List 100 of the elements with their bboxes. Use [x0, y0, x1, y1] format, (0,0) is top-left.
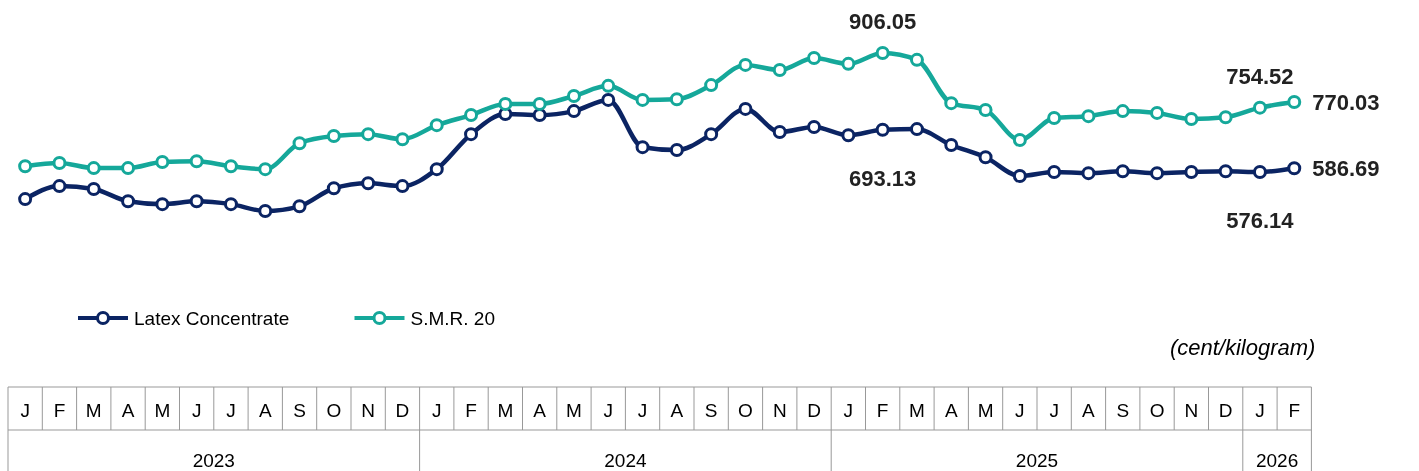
- point: [1252, 100, 1267, 115]
- x-tick-label: M: [566, 400, 582, 421]
- point: [807, 51, 822, 66]
- x-tick-label: J: [226, 400, 236, 421]
- x-tick-label: F: [53, 400, 66, 421]
- point: [52, 179, 67, 194]
- point: [1012, 132, 1027, 147]
- x-tick-label: M: [497, 400, 514, 421]
- point: [1081, 166, 1096, 181]
- data-label: 693.13: [849, 165, 917, 191]
- point: [669, 143, 684, 158]
- point: [841, 56, 856, 71]
- point: [772, 125, 787, 140]
- point: [223, 197, 238, 212]
- point: [121, 161, 136, 176]
- x-tick-label: N: [361, 400, 376, 421]
- x-tick-label: J: [20, 400, 30, 421]
- point: [704, 127, 719, 142]
- point: [361, 127, 376, 142]
- point: [86, 161, 101, 176]
- x-tick-label: A: [670, 400, 684, 421]
- x-tick-label: M: [85, 400, 102, 421]
- text: (cent/kilogram): [1169, 335, 1316, 360]
- x-tick-label: F: [465, 400, 477, 421]
- x-tick-label: J: [191, 400, 202, 421]
- text: 2024: [604, 450, 647, 471]
- point: [189, 154, 204, 169]
- x-tick-label: A: [533, 400, 547, 421]
- x-tick-label: M: [909, 400, 925, 421]
- x-tick-label: A: [1082, 400, 1096, 421]
- x-tick-label: D: [1218, 400, 1233, 421]
- point: [944, 137, 959, 152]
- point: [86, 182, 101, 196]
- data-label: 586.69: [1312, 156, 1380, 182]
- point: [532, 96, 547, 111]
- point: [875, 46, 890, 60]
- point: [258, 162, 273, 177]
- point: [1081, 109, 1096, 124]
- point: [978, 150, 993, 165]
- x-tick-label: J: [1015, 400, 1025, 421]
- point: [1047, 165, 1062, 180]
- x-tick-label: O: [738, 400, 753, 421]
- point: [292, 199, 307, 214]
- point: [1150, 166, 1165, 181]
- x-tick-label: J: [603, 400, 613, 421]
- point: [18, 192, 33, 207]
- point: [704, 78, 719, 93]
- point: [1012, 169, 1027, 184]
- point: [1218, 110, 1233, 125]
- point: [155, 154, 170, 169]
- point: [669, 92, 684, 107]
- x-tick-label: S: [293, 400, 306, 421]
- x-tick-label: O: [1149, 400, 1165, 421]
- data-label: 576.14: [1226, 208, 1295, 233]
- x-tick-label: O: [326, 400, 342, 421]
- point: [1115, 164, 1130, 179]
- x-tick-label: S: [1116, 400, 1130, 421]
- point: [635, 92, 650, 107]
- point: [395, 179, 410, 194]
- point: [1115, 104, 1130, 119]
- point: [1218, 164, 1233, 179]
- x-tick-label: J: [1049, 400, 1059, 421]
- point: [52, 156, 67, 171]
- point: [532, 108, 547, 123]
- x-tick-label: J: [843, 400, 854, 421]
- point: [1047, 110, 1062, 125]
- point: [841, 128, 856, 143]
- data-label: 770.03: [1312, 90, 1380, 116]
- x-tick-label: A: [258, 400, 272, 421]
- point: [464, 127, 479, 142]
- point: [326, 181, 341, 196]
- text: 2025: [1015, 450, 1059, 471]
- point: [601, 92, 616, 107]
- point: [566, 104, 581, 119]
- x-tick-label: S: [704, 400, 718, 421]
- point: [1287, 95, 1302, 110]
- x-tick-label: D: [395, 400, 410, 421]
- x-tick-label: D: [807, 400, 821, 421]
- point: [223, 159, 238, 174]
- point: [909, 122, 924, 137]
- point: [1287, 161, 1302, 176]
- point: [498, 96, 513, 111]
- legend-label: S.M.R. 20: [410, 308, 495, 329]
- x-tick-label: J: [1255, 400, 1265, 421]
- x-tick-label: A: [121, 400, 135, 421]
- point: [189, 194, 204, 209]
- point: [326, 128, 341, 143]
- point: [738, 57, 753, 72]
- point: [601, 78, 616, 93]
- x-tick-label: F: [1288, 400, 1301, 421]
- point: [1252, 165, 1267, 179]
- data-label: 906.05: [849, 9, 917, 34]
- x-tick-label: J: [637, 400, 648, 421]
- text: 2023: [192, 450, 235, 471]
- point: [464, 108, 479, 123]
- x-tick-label: A: [944, 400, 958, 421]
- legend-label: Latex Concentrate: [134, 308, 290, 329]
- point: [807, 119, 822, 134]
- point: [361, 176, 376, 191]
- point: [429, 118, 444, 133]
